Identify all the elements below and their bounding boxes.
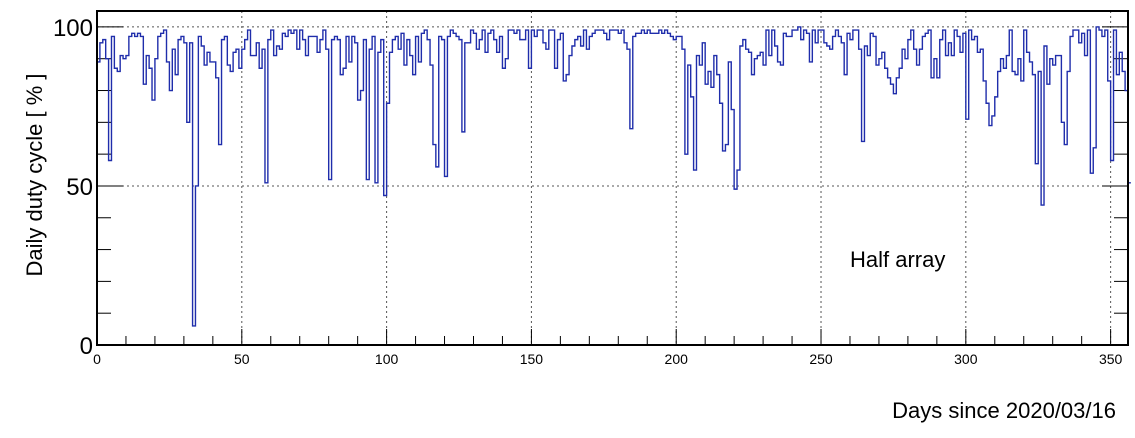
y-tick-label: 0: [80, 333, 93, 360]
series-layer: [96, 26, 1131, 345]
x-tick-label: 300: [954, 351, 978, 367]
x-tick-label: 200: [665, 351, 689, 367]
y-tick-label: 50: [66, 174, 93, 201]
x-tick-label: 150: [520, 351, 544, 367]
x-tick-label: 0: [93, 351, 101, 367]
label-layer: 0 50 100 150 200 250 300 350 0 50 100: [53, 15, 1123, 367]
y-tick-label: 100: [53, 15, 93, 42]
y-axis-label: Daily duty cycle [ % ]: [22, 74, 47, 277]
plot-frame: [96, 10, 1129, 346]
x-tick-label: 250: [809, 351, 833, 367]
duty-cycle-series-line: [96, 26, 1131, 345]
x-tick-label: 100: [375, 351, 399, 367]
x-tick-label: 50: [234, 351, 250, 367]
x-tick-label: 350: [1099, 351, 1123, 367]
grid-layer: [97, 11, 1128, 345]
half-array-annotation: Half array: [850, 247, 945, 272]
x-axis-label: Days since 2020/03/16: [892, 398, 1116, 423]
